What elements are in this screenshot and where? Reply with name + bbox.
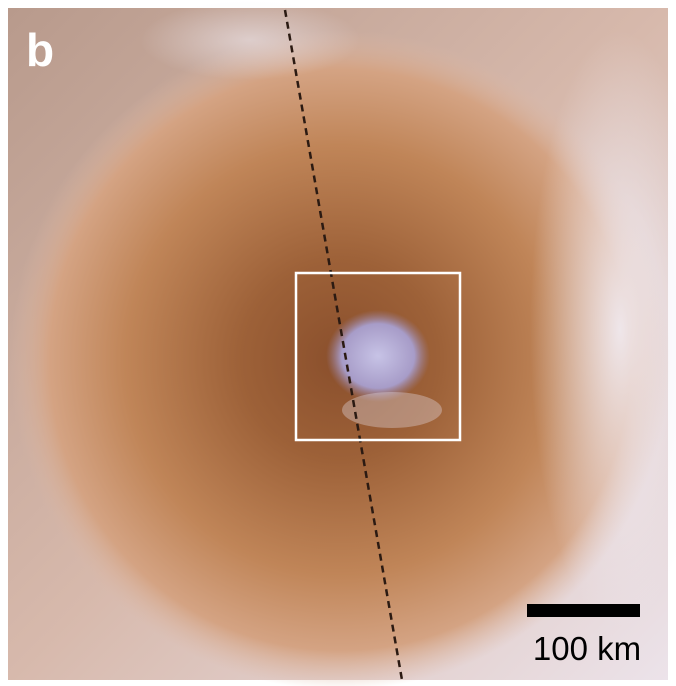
caldera-frost (342, 392, 442, 428)
page: b 100 km (() => { const data = JSON.pars… (0, 0, 676, 686)
scale-bar-label: 100 km (533, 630, 641, 667)
satellite-image: b 100 km (0, 0, 676, 686)
caldera (326, 310, 430, 402)
cloud-haze (140, 0, 360, 80)
panel-label: b (26, 24, 54, 76)
scale-bar (527, 604, 640, 617)
